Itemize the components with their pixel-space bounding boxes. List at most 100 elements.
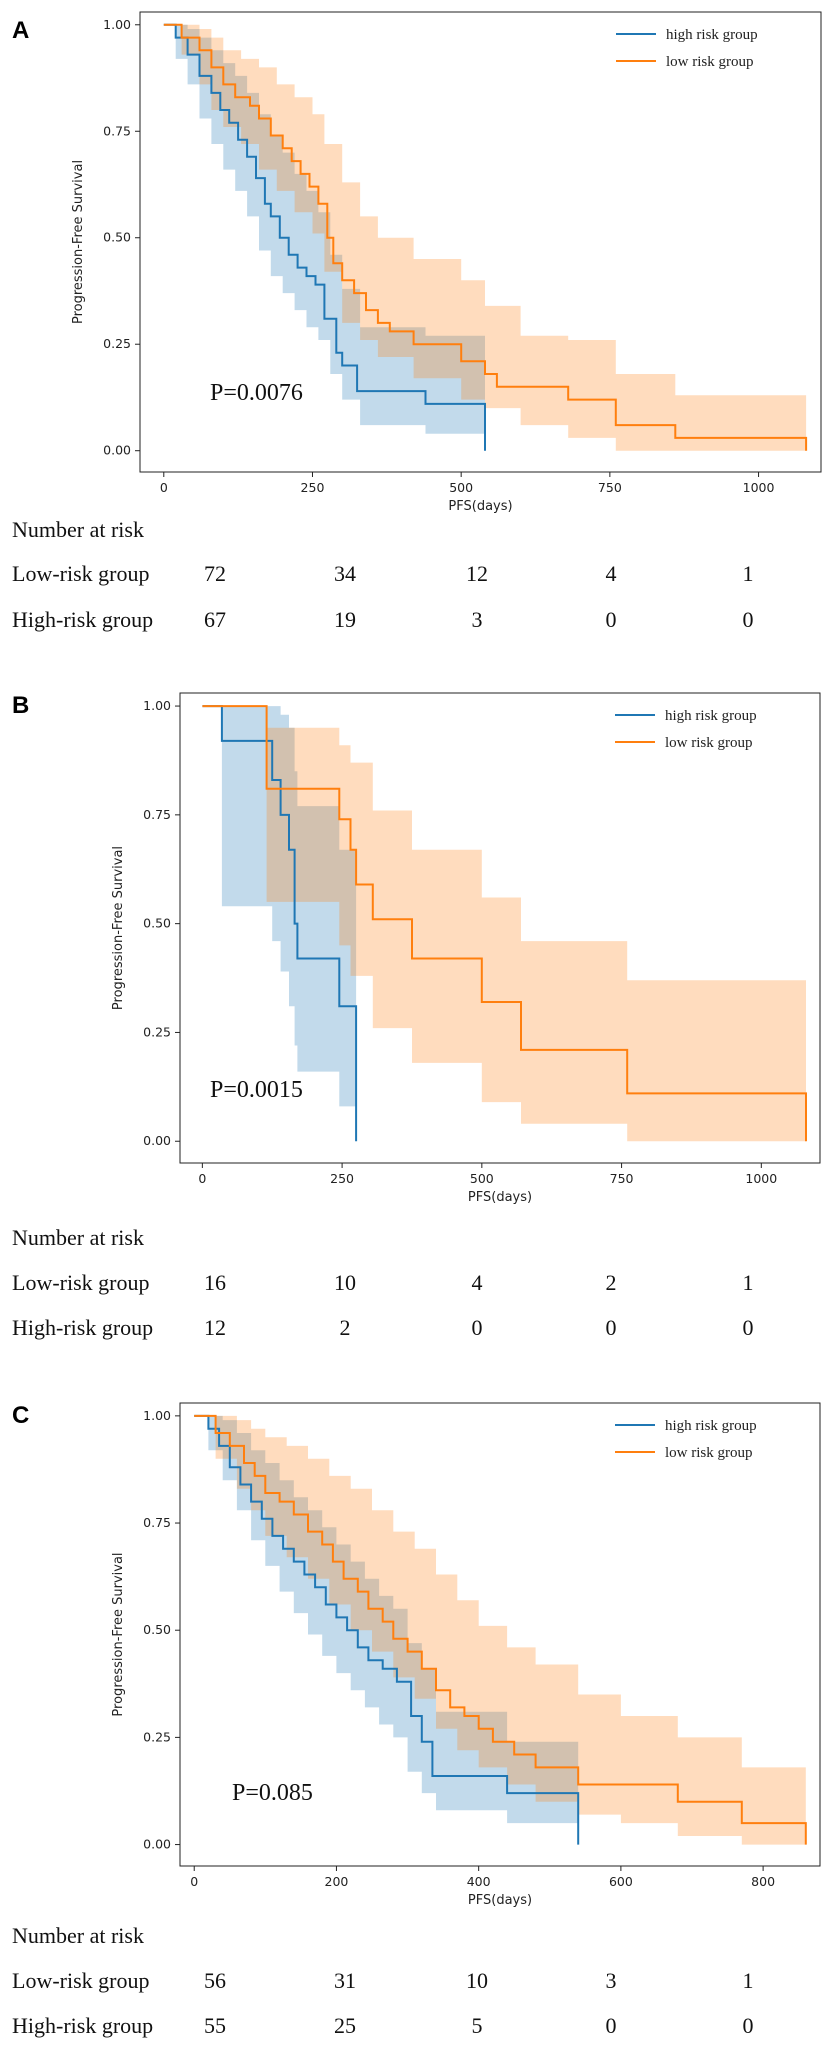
risk-count-value: 0 [606, 607, 617, 632]
risk-count-value: 0 [743, 1315, 754, 1340]
risk-row-label: High-risk group [12, 607, 153, 632]
risk-count-value: 12 [204, 1315, 226, 1340]
p-value-annotation: P=0.0076 [210, 380, 303, 406]
y-tick-label: 1.00 [103, 17, 131, 32]
x-axis-label: PFS(days) [468, 1893, 532, 1908]
y-tick-label: 0.00 [103, 443, 131, 458]
x-tick-label: 400 [467, 1874, 491, 1889]
risk-table-header: Number at risk [12, 1923, 144, 1948]
panel-label: C [12, 1402, 29, 1429]
risk-count-value: 16 [204, 1270, 226, 1295]
x-tick-label: 0 [160, 480, 168, 495]
y-tick-label: 0.00 [143, 1133, 171, 1148]
plot-frame [179, 1402, 821, 1867]
y-tick-label: 0.25 [143, 1729, 171, 1744]
risk-count-value: 0 [606, 2013, 617, 2038]
p-value-annotation: P=0.085 [232, 1780, 313, 1806]
risk-count-value: 72 [204, 561, 226, 586]
ci-band-low-risk [163, 24, 807, 451]
ci-band-high-risk [202, 706, 357, 1107]
risk-row-label: Low-risk group [12, 1270, 149, 1295]
risk-count-value: 2 [340, 1315, 351, 1340]
x-tick-label: 750 [610, 1171, 634, 1186]
y-tick-label: 0.50 [143, 916, 171, 931]
x-tick-label: 0 [198, 1171, 206, 1186]
risk-table-header: Number at risk [12, 517, 144, 542]
risk-count-value: 0 [606, 1315, 617, 1340]
risk-count-value: 31 [334, 1968, 356, 1993]
x-tick-label: 500 [470, 1171, 494, 1186]
chart-panel-c: C 0 200 400 600 800 0.00 0.25 0.50 0.75 1.00 PFS(da… [12, 1402, 821, 2038]
risk-count-value: 10 [334, 1270, 356, 1295]
ci-band-high-risk [194, 1415, 579, 1824]
risk-count-value: 56 [204, 1968, 226, 1993]
x-tick-label: 0 [190, 1874, 198, 1889]
y-axis-label: Progression-Free Survival [111, 1552, 126, 1716]
x-tick-label: 750 [598, 480, 622, 495]
legend-label-high-risk: high risk group [665, 708, 757, 724]
risk-count-value: 0 [743, 607, 754, 632]
x-tick-label: 600 [609, 1874, 633, 1889]
risk-count-value: 2 [606, 1270, 617, 1295]
risk-count-value: 5 [472, 2013, 483, 2038]
legend-label-low-risk: low risk group [666, 54, 754, 70]
plot-frame [179, 692, 821, 1164]
risk-count-value: 12 [466, 561, 488, 586]
risk-count-value: 4 [606, 561, 617, 586]
legend-label-low-risk: low risk group [665, 735, 753, 751]
risk-table-header: Number at risk [12, 1225, 144, 1250]
risk-count-value: 1 [743, 1968, 754, 1993]
y-tick-label: 0.50 [143, 1622, 171, 1637]
legend-label-high-risk: high risk group [665, 1418, 757, 1434]
y-tick-label: 1.00 [143, 698, 171, 713]
risk-count-value: 19 [334, 607, 356, 632]
y-tick-label: 0.75 [143, 807, 171, 822]
y-tick-label: 0.75 [103, 123, 131, 138]
x-tick-label: 250 [301, 480, 325, 495]
x-tick-label: 1000 [745, 1171, 777, 1186]
km-line-low-risk [194, 1414, 807, 1845]
panel-label: A [12, 17, 29, 44]
legend-label-high-risk: high risk group [666, 27, 758, 43]
risk-row-label: Low-risk group [12, 1968, 149, 1993]
ci-band-low-risk [194, 1415, 806, 1845]
risk-count-value: 34 [334, 561, 356, 586]
km-line-low-risk [163, 23, 808, 451]
x-axis-label: PFS(days) [468, 1190, 532, 1205]
km-line-high-risk [163, 23, 486, 451]
risk-count-value: 3 [472, 607, 483, 632]
y-tick-label: 0.25 [103, 336, 131, 351]
km-line-high-risk [202, 705, 358, 1142]
chart-panel-b: B0 250 500 750 10000.000.250.500.751.00PFS(d… [12, 692, 821, 1340]
y-tick-label: 0.25 [143, 1024, 171, 1039]
km-line-high-risk [194, 1414, 580, 1845]
y-axis-label: Progression-Free Survival [71, 160, 86, 324]
x-tick-label: 1000 [743, 480, 775, 495]
y-tick-label: 1.00 [143, 1408, 171, 1423]
panel-label: B [12, 692, 29, 719]
risk-row-label: High-risk group [12, 1315, 153, 1340]
x-tick-label: 500 [449, 480, 473, 495]
risk-count-value: 55 [204, 2013, 226, 2038]
risk-row-label: High-risk group [12, 2013, 153, 2038]
y-tick-label: 0.75 [143, 1515, 171, 1530]
x-tick-label: 250 [330, 1171, 354, 1186]
x-axis-label: PFS(days) [448, 499, 512, 514]
risk-count-value: 1 [743, 1270, 754, 1295]
chart-panel-a: A 0 250 500 750 1000 0.00 0.25 0.50 0.75 1.00 PFS(d… [12, 11, 822, 632]
risk-count-value: 67 [204, 607, 226, 632]
risk-count-value: 0 [743, 2013, 754, 2038]
ci-band-low-risk [202, 706, 806, 1142]
risk-count-value: 1 [743, 561, 754, 586]
p-value-annotation: P=0.0015 [210, 1077, 303, 1103]
x-tick-label: 200 [325, 1874, 349, 1889]
y-tick-label: 0.50 [103, 230, 131, 245]
plot-frame [139, 11, 822, 473]
x-tick-label: 800 [751, 1874, 775, 1889]
y-tick-label: 0.00 [143, 1837, 171, 1852]
risk-count-value: 4 [472, 1270, 483, 1295]
y-axis-label: Progression-Free Survival [111, 846, 126, 1010]
risk-count-value: 0 [472, 1315, 483, 1340]
legend-label-low-risk: low risk group [665, 1445, 753, 1461]
risk-row-label: Low-risk group [12, 561, 149, 586]
